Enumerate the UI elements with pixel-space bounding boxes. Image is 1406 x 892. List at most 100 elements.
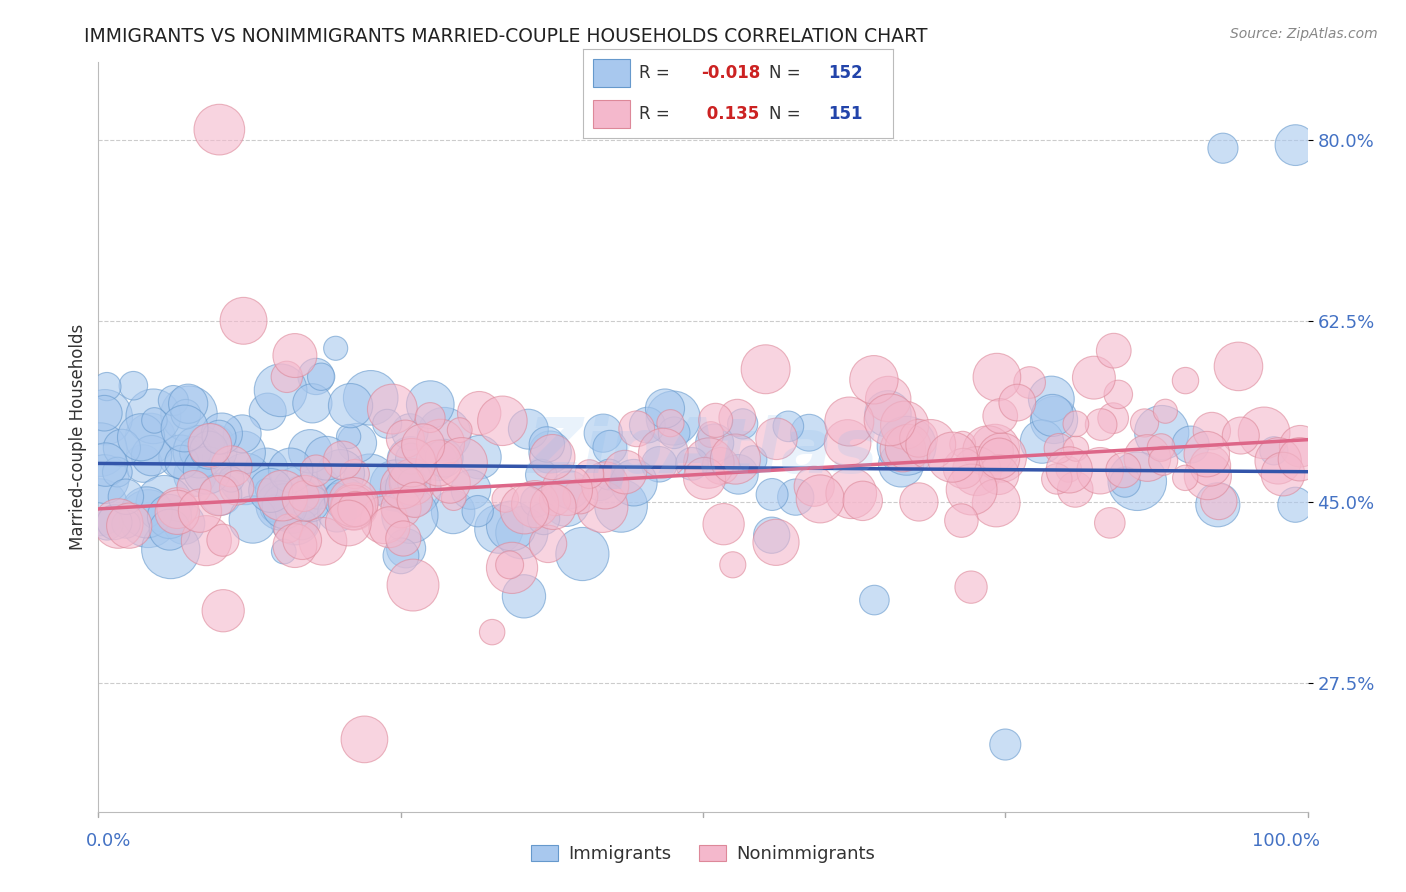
Point — [1174, 471, 1197, 485]
Point — [433, 451, 456, 466]
Point — [977, 444, 1000, 458]
Point — [659, 416, 682, 430]
Y-axis label: Married-couple Households: Married-couple Households — [69, 324, 87, 550]
Point — [1043, 413, 1066, 427]
Point — [174, 407, 197, 421]
Point — [254, 462, 277, 476]
Point — [315, 451, 337, 466]
Point — [329, 467, 352, 481]
Point — [260, 483, 283, 498]
Point — [177, 407, 200, 421]
Point — [710, 458, 733, 473]
Point — [392, 532, 415, 546]
Point — [270, 384, 292, 398]
Point — [1208, 494, 1230, 508]
Point — [877, 392, 900, 406]
Point — [159, 509, 181, 524]
Point — [765, 535, 787, 549]
Point — [281, 504, 304, 518]
Point — [1263, 443, 1285, 458]
Point — [524, 497, 547, 511]
Point — [593, 478, 616, 492]
Point — [1133, 416, 1156, 430]
Point — [389, 549, 412, 563]
Point — [143, 413, 166, 427]
Point — [488, 522, 510, 536]
Point — [291, 517, 314, 532]
Point — [890, 458, 912, 472]
Point — [96, 516, 118, 531]
Text: R =: R = — [640, 64, 669, 82]
Point — [159, 523, 181, 537]
Point — [558, 483, 581, 497]
Point — [598, 467, 620, 482]
Point — [960, 483, 983, 497]
Point — [837, 436, 859, 450]
Point — [589, 475, 612, 490]
Text: N =: N = — [769, 105, 800, 123]
Point — [343, 500, 366, 514]
Point — [494, 491, 516, 506]
Point — [159, 542, 181, 557]
Point — [1272, 467, 1295, 481]
Point — [569, 489, 592, 503]
Point — [1047, 442, 1070, 456]
Point — [395, 541, 418, 556]
Point — [312, 534, 335, 549]
Point — [326, 506, 349, 520]
Point — [966, 464, 988, 478]
Point — [188, 444, 211, 458]
Point — [299, 444, 322, 458]
Point — [107, 516, 129, 531]
Point — [94, 410, 117, 425]
Point — [402, 482, 425, 496]
Point — [184, 445, 207, 459]
Point — [727, 467, 749, 482]
Point — [111, 441, 134, 455]
Point — [510, 525, 533, 540]
Point — [170, 450, 193, 464]
Point — [1195, 447, 1218, 461]
Point — [1229, 428, 1251, 442]
Point — [613, 465, 636, 479]
Point — [115, 516, 138, 531]
Point — [578, 467, 600, 481]
Point — [342, 495, 364, 509]
Point — [271, 489, 294, 503]
Point — [960, 580, 983, 594]
Point — [1253, 425, 1275, 440]
Point — [536, 437, 558, 451]
Point — [907, 431, 929, 445]
Point — [284, 512, 307, 526]
Point — [96, 379, 118, 393]
Point — [468, 450, 491, 465]
Point — [346, 436, 368, 450]
Point — [89, 500, 111, 515]
Point — [725, 410, 748, 425]
Point — [1267, 454, 1289, 468]
Point — [212, 533, 235, 548]
Point — [797, 425, 820, 440]
Point — [353, 732, 375, 747]
Point — [1212, 141, 1234, 155]
Point — [984, 442, 1007, 456]
Point — [986, 370, 1008, 384]
Point — [360, 391, 382, 405]
Point — [305, 369, 328, 384]
Point — [592, 426, 614, 441]
Point — [994, 738, 1017, 752]
Point — [280, 463, 302, 477]
Point — [808, 491, 831, 506]
Point — [852, 493, 875, 508]
Point — [517, 422, 540, 436]
Text: 152: 152 — [828, 64, 862, 82]
Point — [401, 475, 423, 489]
Point — [292, 489, 315, 503]
Point — [1090, 417, 1112, 432]
Point — [1114, 475, 1136, 489]
Point — [284, 539, 307, 553]
Point — [309, 369, 332, 384]
Point — [307, 481, 329, 495]
Point — [541, 500, 564, 514]
Legend: Immigrants, Nonimmigrants: Immigrants, Nonimmigrants — [523, 838, 883, 870]
